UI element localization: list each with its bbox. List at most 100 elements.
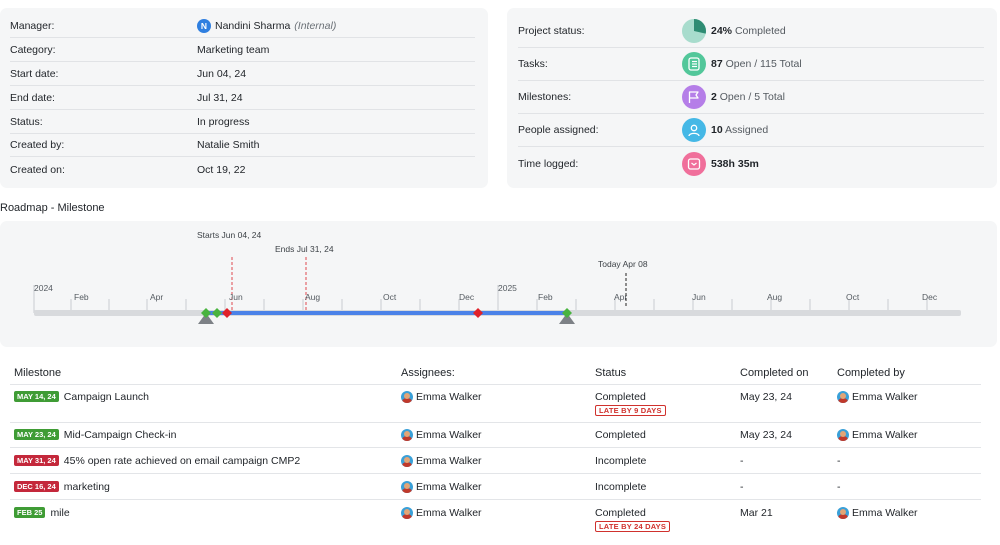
month-label: Apr xyxy=(150,292,163,302)
month-label: Aug xyxy=(305,292,320,302)
completed-by-name: Emma Walker xyxy=(852,429,918,441)
summary-value: 10 xyxy=(711,124,723,136)
summary-text: Assigned xyxy=(725,124,769,136)
summary-row-tasks: Tasks: 87 Open / 115 Total xyxy=(518,48,984,81)
completed-by-cell: Emma Walker xyxy=(837,507,918,519)
summary-text: Open / 5 Total xyxy=(719,91,785,103)
project-span-bar[interactable] xyxy=(206,311,568,315)
row-divider xyxy=(10,473,981,474)
milestone-name[interactable]: 45% open rate achieved on email campaign… xyxy=(63,455,301,467)
range-start-handle[interactable] xyxy=(198,313,214,324)
milestone-name[interactable]: Campaign Launch xyxy=(63,391,150,403)
milestone-diamond[interactable] xyxy=(201,308,211,318)
column-header[interactable]: Completed by xyxy=(837,367,905,379)
summary-label: Project status: xyxy=(518,25,585,37)
column-header[interactable]: Assignees: xyxy=(401,367,455,379)
milestones-table: Milestone Assignees: Status Completed on… xyxy=(0,352,997,542)
date-badge: DEC 16, 24 xyxy=(14,481,59,492)
row-divider xyxy=(10,384,981,385)
assignee-cell: Emma Walker xyxy=(401,507,482,519)
manager-name[interactable]: Nandini Sharma xyxy=(215,20,291,33)
avatar xyxy=(401,507,413,519)
milestone-diamond[interactable] xyxy=(473,308,483,318)
column-header[interactable]: Completed on xyxy=(740,367,809,379)
project-summary-card: Project status: 24% Completed Tasks: 87 … xyxy=(507,8,997,188)
detail-label: Category: xyxy=(10,44,56,57)
month-label: Aug xyxy=(767,292,782,302)
summary-label: Time logged: xyxy=(518,157,579,170)
month-label: Feb xyxy=(74,292,89,302)
row-divider xyxy=(10,447,981,448)
completed-by-name: Emma Walker xyxy=(852,391,918,403)
axis-ticks xyxy=(33,285,928,313)
summary-label: Tasks: xyxy=(518,58,548,70)
milestone-cell: MAY 14, 24 Campaign Launch xyxy=(14,391,149,403)
milestone-name[interactable]: mile xyxy=(50,507,70,519)
month-label: Feb xyxy=(538,292,553,302)
status-text: Completed xyxy=(595,507,646,519)
summary-row-project-status: Project status: 24% Completed xyxy=(518,15,984,48)
summary-value: 2 xyxy=(711,91,717,103)
detail-label: Start date: xyxy=(10,68,59,81)
summary-row-time-logged: Time logged: 538h 35m xyxy=(518,147,984,180)
month-label: Apr xyxy=(614,292,627,302)
milestone-name[interactable]: marketing xyxy=(63,481,110,493)
detail-row-created-by: Created by: Natalie Smith xyxy=(10,134,475,158)
avatar xyxy=(401,455,413,467)
manager-avatar: N xyxy=(197,19,211,34)
month-label: Jun xyxy=(229,292,243,302)
assignee-cell: Emma Walker xyxy=(401,391,482,403)
completed-by-cell: - xyxy=(837,481,841,493)
summary-label: People assigned: xyxy=(518,124,599,136)
milestone-cell: DEC 16, 24 marketing xyxy=(14,481,110,493)
column-header[interactable]: Milestone xyxy=(14,367,62,379)
detail-label: Manager: xyxy=(10,20,55,33)
avatar xyxy=(401,481,413,493)
year-label: 2024 xyxy=(34,283,53,293)
milestone-name[interactable]: Mid-Campaign Check-in xyxy=(63,429,177,441)
milestone-diamond[interactable] xyxy=(562,308,572,318)
milestone-diamond[interactable] xyxy=(222,308,232,318)
summary-text: Completed xyxy=(734,25,786,37)
status-text: Incomplete xyxy=(595,455,647,467)
roadmap-timeline[interactable]: Starts Jun 04, 24 Ends Jul 31, 24 Today … xyxy=(0,221,997,347)
flag-icon xyxy=(682,85,706,109)
detail-value: Jul 31, 24 xyxy=(197,92,243,105)
summary-value: 24% xyxy=(711,25,733,37)
summary-value: 538h 35m xyxy=(711,157,759,170)
assignee-name: Emma Walker xyxy=(416,391,482,403)
status-cell: Completed LATE BY 24 DAYS xyxy=(595,507,671,532)
assignee-cell: Emma Walker xyxy=(401,481,482,493)
column-header[interactable]: Status xyxy=(595,367,627,379)
milestone-diamond[interactable] xyxy=(212,308,222,318)
row-divider xyxy=(10,499,981,500)
completed-by-cell: Emma Walker xyxy=(837,429,918,441)
range-end-handle[interactable] xyxy=(559,313,575,324)
assignee-name: Emma Walker xyxy=(416,481,482,493)
assignee-name: Emma Walker xyxy=(416,455,482,467)
detail-row-status: Status: In progress xyxy=(10,111,475,135)
month-label: Jun xyxy=(692,292,706,302)
assignee-cell: Emma Walker xyxy=(401,429,482,441)
user-icon xyxy=(682,118,706,142)
status-text: Completed xyxy=(595,429,646,441)
completed-on-cell: - xyxy=(740,455,744,467)
manager-type: (Internal) xyxy=(294,20,337,33)
completed-by-cell: Emma Walker xyxy=(837,391,918,403)
assignee-name: Emma Walker xyxy=(416,507,482,519)
month-label: Dec xyxy=(459,292,475,302)
date-badge: MAY 23, 24 xyxy=(14,429,59,440)
detail-row-category: Category: Marketing team xyxy=(10,39,475,63)
summary-label: Milestones: xyxy=(518,91,572,103)
year-label: 2025 xyxy=(498,283,517,293)
ends-label: Ends Jul 31, 24 xyxy=(275,244,334,254)
summary-value: 87 xyxy=(711,58,723,70)
detail-row-end-date: End date: Jul 31, 24 xyxy=(10,87,475,111)
detail-row-start-date: Start date: Jun 04, 24 xyxy=(10,63,475,87)
detail-label: Status: xyxy=(10,116,43,129)
summary-row-people: People assigned: 10 Assigned xyxy=(518,114,984,147)
today-label: Today Apr 08 xyxy=(598,259,648,269)
status-text: Incomplete xyxy=(595,481,647,493)
completed-on-cell: Mar 21 xyxy=(740,507,773,519)
completed-by-cell: - xyxy=(837,455,841,467)
